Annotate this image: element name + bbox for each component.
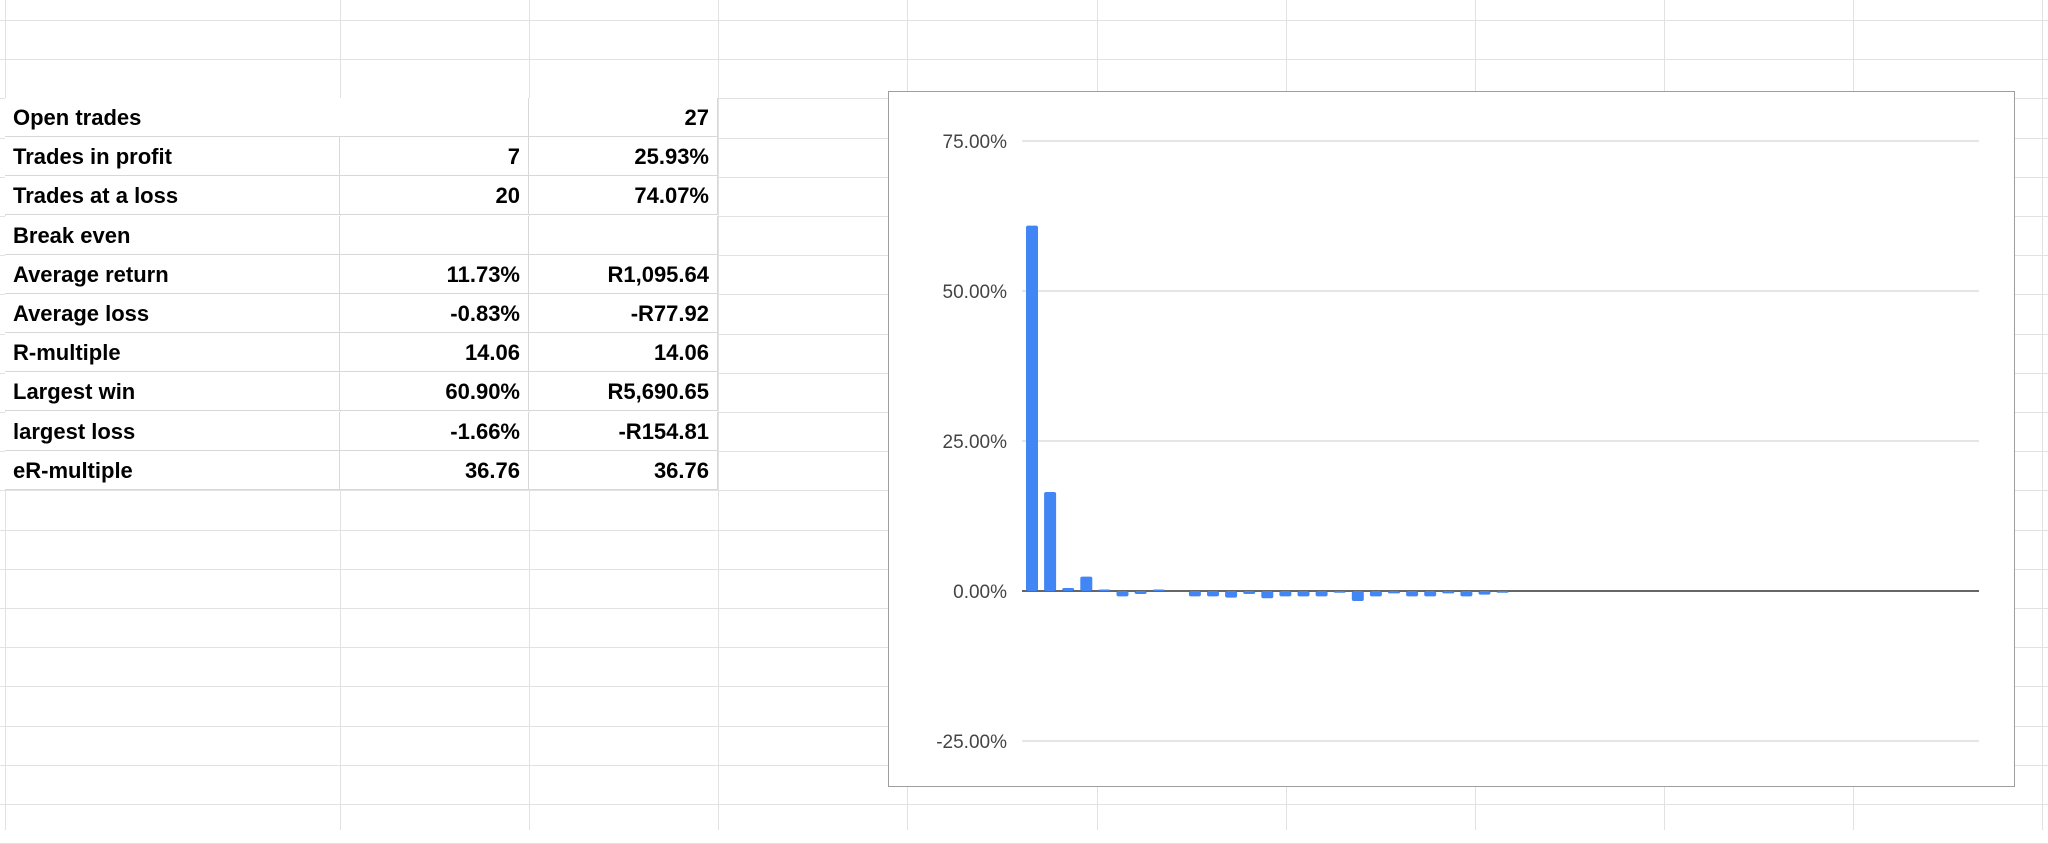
row-label[interactable]: Open trades <box>5 98 529 137</box>
bar[interactable] <box>1062 588 1075 591</box>
row-value-percent[interactable] <box>340 215 529 255</box>
column-gridline <box>718 0 719 830</box>
y-tick-label: 50.00% <box>943 282 1008 303</box>
bar[interactable] <box>1080 576 1093 591</box>
bar[interactable] <box>1442 591 1455 594</box>
bar[interactable] <box>1297 591 1310 597</box>
bar[interactable] <box>1116 591 1129 597</box>
row-label[interactable]: Largest win <box>5 372 340 412</box>
bar[interactable] <box>1134 591 1147 594</box>
bar[interactable] <box>1388 591 1400 594</box>
row-value-percent[interactable]: 7 <box>340 137 529 177</box>
bar[interactable] <box>1261 591 1274 599</box>
bar[interactable] <box>1460 591 1473 597</box>
row-value-amount[interactable]: 36.76 <box>529 450 718 490</box>
bar[interactable] <box>1333 591 1346 593</box>
bar[interactable] <box>1406 591 1419 597</box>
y-tick-label: 0.00% <box>953 582 1007 603</box>
row-gridline <box>0 20 2048 21</box>
bar[interactable] <box>1351 591 1364 601</box>
row-value-amount[interactable]: 14.06 <box>529 333 718 373</box>
bar[interactable] <box>1279 591 1292 597</box>
row-value-percent[interactable]: 20 <box>340 176 529 216</box>
row-value-percent[interactable]: 36.76 <box>340 450 529 490</box>
bar[interactable] <box>1496 591 1509 593</box>
row-label[interactable]: Average return <box>5 254 340 294</box>
bar[interactable] <box>1369 591 1382 597</box>
row-value-percent[interactable]: 14.06 <box>340 333 529 373</box>
row-value-amount[interactable]: 27 <box>529 98 718 137</box>
bar[interactable] <box>1225 591 1238 598</box>
row-value-percent[interactable]: 11.73% <box>340 254 529 294</box>
row-label[interactable]: Break even <box>5 215 340 255</box>
bar[interactable] <box>1152 589 1165 592</box>
row-value-percent[interactable]: -0.83% <box>340 294 529 333</box>
row-value-amount[interactable]: -R77.92 <box>529 294 718 333</box>
row-value-percent[interactable]: -1.66% <box>340 411 529 451</box>
bar[interactable] <box>1207 591 1219 597</box>
row-label[interactable]: Average loss <box>5 294 340 333</box>
y-tick-label: 25.00% <box>943 432 1008 453</box>
bar[interactable] <box>1478 591 1491 595</box>
row-gridline <box>0 804 2048 805</box>
row-label[interactable]: R-multiple <box>5 333 340 373</box>
y-tick-label: 75.00% <box>943 132 1008 153</box>
bar[interactable] <box>1424 591 1437 597</box>
bar[interactable] <box>1026 225 1038 591</box>
row-value-amount[interactable]: R5,690.65 <box>529 372 718 412</box>
row-value-amount[interactable]: -R154.81 <box>529 411 718 451</box>
returns-bar-chart[interactable]: -25.00% 0.00% 25.00% 50.00% 75.00% <box>888 91 2015 787</box>
row-value-amount[interactable]: R1,095.64 <box>529 254 718 294</box>
row-value-amount[interactable] <box>529 215 718 255</box>
chart-svg: -25.00% 0.00% 25.00% 50.00% 75.00% <box>936 132 1979 753</box>
row-label[interactable]: largest loss <box>5 411 340 451</box>
row-value-percent[interactable]: 60.90% <box>340 372 529 412</box>
y-tick-label: -25.00% <box>936 732 1007 753</box>
row-label[interactable]: Trades at a loss <box>5 176 340 216</box>
row-gridline <box>0 59 2048 61</box>
row-label[interactable]: eR-multiple <box>5 450 340 490</box>
row-value-amount[interactable]: 25.93% <box>529 137 718 177</box>
bar[interactable] <box>1243 591 1256 594</box>
bar[interactable] <box>1044 492 1057 591</box>
bar[interactable] <box>1188 591 1201 597</box>
bar[interactable] <box>1098 589 1111 592</box>
bar[interactable] <box>1315 591 1328 597</box>
row-label[interactable]: Trades in profit <box>5 137 340 177</box>
row-value-amount[interactable]: 74.07% <box>529 176 718 216</box>
column-gridline <box>2042 0 2043 830</box>
